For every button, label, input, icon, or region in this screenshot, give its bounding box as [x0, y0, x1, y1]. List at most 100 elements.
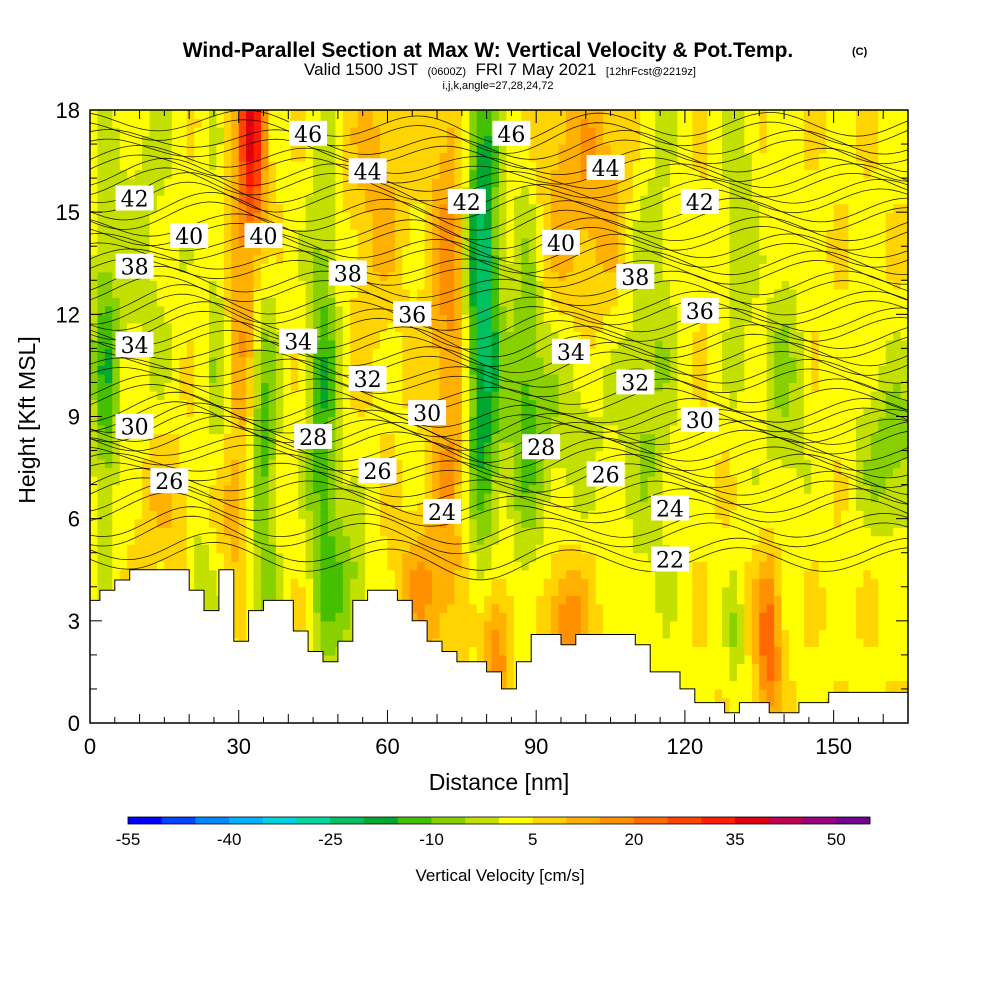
- contour-label-text: 28: [299, 426, 327, 451]
- theta-contour-line: [90, 257, 908, 289]
- theta-contour-line: [90, 482, 908, 518]
- contour-label: 44: [586, 154, 625, 182]
- theta-contour-line: [90, 541, 908, 581]
- colorbar-tick-label: -25: [318, 830, 343, 849]
- theta-contour-line: [90, 357, 908, 388]
- contour-label: 32: [616, 369, 655, 396]
- contour-label-text: 34: [284, 331, 312, 356]
- valid-utc: (0600Z): [428, 66, 467, 78]
- contour-label: 24: [423, 498, 461, 526]
- contour-label: 34: [279, 328, 318, 356]
- colorbar-swatch: [262, 817, 298, 824]
- colorbar-tick-label: -55: [116, 830, 141, 849]
- colorbar-swatch: [532, 817, 567, 824]
- y-tick-label: 9: [68, 405, 80, 430]
- contour-label-text: 38: [121, 256, 149, 281]
- contour-label: 38: [115, 253, 154, 281]
- valid-time: Valid 1500 JST: [304, 60, 418, 79]
- colorbar-swatch: [431, 817, 466, 824]
- theta-contour-line: [90, 462, 908, 493]
- grid-indices: i,j,k,angle=27,28,24,72: [442, 80, 553, 92]
- colorbar: -55 -40 -25 -10 5 20 35 50: [116, 816, 871, 849]
- copyright-mark: (C): [852, 46, 868, 58]
- theta-contour-line: [90, 242, 908, 274]
- theta-contour-line: [90, 144, 908, 176]
- contour-label-text: 46: [497, 123, 525, 148]
- contour-label-text: 40: [250, 225, 278, 250]
- contour-label-text: 38: [334, 263, 362, 288]
- theta-contour-line: [90, 293, 908, 331]
- colorbar-title: Vertical Velocity [cm/s]: [415, 866, 584, 885]
- theta-contour-line: [90, 248, 908, 279]
- chart-subtitle: Valid 1500 JST (0600Z) FRI 7 May 2021 [1…: [304, 60, 696, 79]
- colorbar-frame: [127, 816, 871, 825]
- theta-contour-line: [90, 477, 908, 508]
- theta-contour-line: [90, 232, 908, 265]
- contour-label: 26: [150, 468, 189, 495]
- theta-contour-line: [90, 310, 908, 350]
- colorbar-swatch: [836, 817, 871, 824]
- theta-contour-line: [90, 374, 908, 406]
- colorbar-swatch: [296, 817, 331, 824]
- theta-contour-line: [90, 506, 908, 545]
- contour-label-text: 38: [621, 266, 649, 291]
- contour-label-text: 30: [413, 402, 441, 427]
- colorbar-swatch: [600, 817, 635, 824]
- valid-date: FRI 7 May 2021: [476, 60, 597, 79]
- theta-contour-line: [90, 467, 908, 498]
- theta-contour-line: [90, 349, 908, 383]
- colorbar-swatch: [566, 817, 601, 824]
- contour-label-text: 26: [592, 463, 620, 488]
- terrain-profile: [89, 569, 909, 724]
- theta-contour-line: [90, 384, 908, 416]
- contour-label-text: 34: [121, 334, 149, 359]
- colorbar-swatch: [128, 817, 163, 824]
- x-tick-label: 120: [667, 734, 704, 759]
- theta-contour-line: [90, 129, 908, 160]
- theta-contour-line: [90, 119, 908, 154]
- contour-label: 32: [348, 366, 387, 393]
- colorbar-tick-label: -40: [217, 830, 242, 849]
- contour-label-text: 34: [557, 341, 585, 366]
- colorbar-swatch: [330, 817, 365, 824]
- theta-contour-line: [90, 329, 908, 367]
- contour-label-text: 28: [527, 436, 555, 461]
- theta-contour-line: [90, 201, 908, 241]
- contour-label: 28: [522, 434, 561, 461]
- theta-contour-line: [90, 532, 908, 571]
- contour-label-text: 30: [121, 416, 149, 441]
- colorbar-tick-label: 50: [827, 830, 846, 849]
- theta-contour-line: [90, 154, 908, 185]
- colorbar-swatch: [735, 817, 770, 824]
- y-tick-label: 6: [68, 507, 80, 532]
- theta-contour-line: [90, 435, 908, 469]
- y-tick-label: 15: [56, 200, 80, 225]
- contour-label: 34: [551, 338, 590, 366]
- theta-contour-line: [90, 167, 908, 202]
- contour-label-text: 26: [155, 470, 183, 495]
- colorbar-swatch: [768, 817, 803, 824]
- contour-label-text: 36: [398, 303, 426, 328]
- contour-label: 36: [393, 301, 432, 328]
- x-tick-label: 150: [815, 734, 852, 759]
- colorbar-swatch: [229, 817, 264, 824]
- theta-contour-line: [90, 401, 908, 438]
- theta-contour-line: [90, 444, 908, 479]
- contour-label: 26: [586, 461, 625, 488]
- contour-label-text: 40: [175, 225, 203, 250]
- contour-label-text: 42: [453, 191, 481, 216]
- contour-label-text: 46: [294, 123, 322, 148]
- contour-label: 46: [492, 120, 531, 148]
- theta-contour-line: [90, 138, 908, 170]
- y-tick-label: 12: [56, 302, 80, 327]
- theta-contour-line: [90, 172, 908, 211]
- terrain-mask: [89, 569, 909, 724]
- theta-contour-line: [90, 284, 908, 322]
- contour-label: 38: [616, 263, 655, 291]
- contour-label: 30: [408, 400, 447, 427]
- theta-contour-line: [90, 213, 908, 250]
- theta-contour-line: [90, 222, 908, 259]
- contour-label: 34: [115, 332, 154, 359]
- colorbar-swatch: [364, 817, 399, 824]
- theta-contour-line: [90, 275, 908, 308]
